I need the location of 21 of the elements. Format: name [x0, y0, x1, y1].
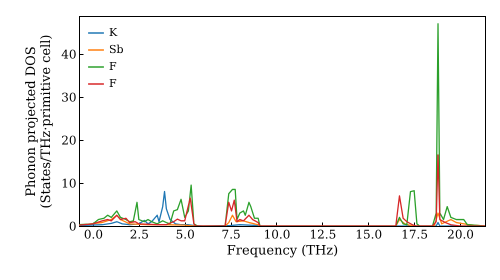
- x-tick-label: 7.5: [222, 228, 241, 242]
- x-tick-label: 5.0: [176, 228, 195, 242]
- x-tick-label: 10.0: [264, 228, 290, 242]
- x-tick-label: 17.5: [401, 228, 428, 242]
- y-tick-label: 0: [68, 220, 76, 234]
- x-tick-label: 0.0: [84, 228, 103, 242]
- y-tick-label: 10: [61, 176, 76, 190]
- line-series: [79, 154, 485, 226]
- x-tick-label: 12.5: [310, 228, 336, 242]
- y-tick-label: 30: [61, 90, 76, 104]
- legend-label: F: [109, 60, 117, 73]
- legend-label: F: [109, 77, 117, 90]
- y-axis-title: Phonon projected DOS (States/THz·primitive cell): [24, 34, 54, 209]
- y-tick-label: 40: [61, 47, 76, 62]
- legend-label: K: [109, 26, 118, 39]
- legend-label: Sb: [109, 43, 124, 56]
- x-tick-label: 20.0: [447, 228, 474, 242]
- x-tick-label: 15.0: [355, 228, 382, 242]
- y-tick-label: 20: [61, 133, 76, 148]
- x-tick-label: 2.5: [130, 228, 149, 242]
- x-axis-title: Frequency (THz): [226, 244, 338, 258]
